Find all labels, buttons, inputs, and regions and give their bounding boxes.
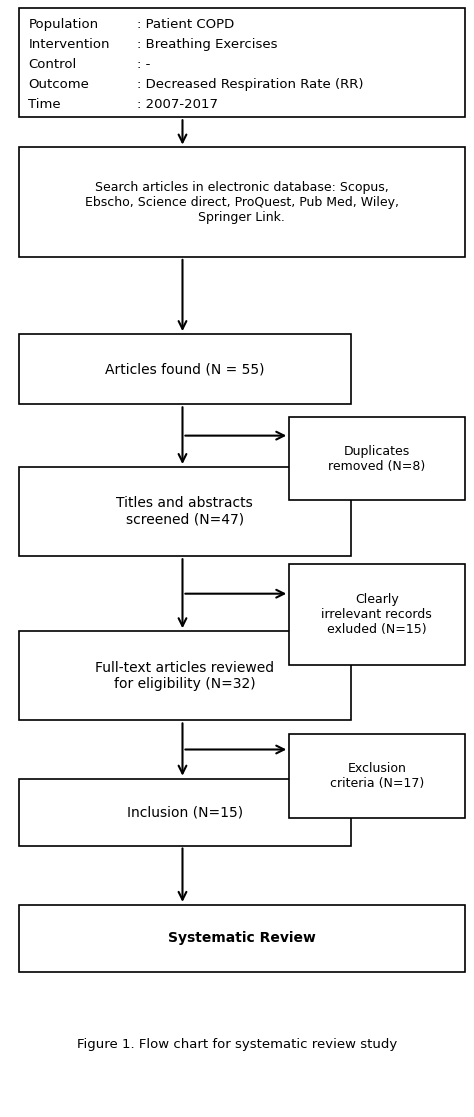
Text: Intervention: Intervention bbox=[28, 38, 110, 51]
Text: Outcome: Outcome bbox=[28, 78, 89, 90]
FancyBboxPatch shape bbox=[19, 779, 351, 846]
FancyBboxPatch shape bbox=[289, 564, 465, 665]
FancyBboxPatch shape bbox=[19, 8, 465, 117]
FancyBboxPatch shape bbox=[19, 631, 351, 720]
Text: Clearly
irrelevant records
exluded (N=15): Clearly irrelevant records exluded (N=15… bbox=[321, 593, 432, 636]
Text: Duplicates
removed (N=8): Duplicates removed (N=8) bbox=[328, 445, 426, 472]
Text: Population: Population bbox=[28, 18, 99, 31]
Text: Articles found (N = 55): Articles found (N = 55) bbox=[105, 362, 264, 376]
Text: Full-text articles reviewed
for eligibility (N=32): Full-text articles reviewed for eligibil… bbox=[95, 660, 274, 691]
Text: Titles and abstracts
screened (N=47): Titles and abstracts screened (N=47) bbox=[117, 496, 253, 527]
Text: Control: Control bbox=[28, 58, 77, 71]
FancyBboxPatch shape bbox=[19, 905, 465, 972]
FancyBboxPatch shape bbox=[19, 147, 465, 257]
FancyBboxPatch shape bbox=[289, 417, 465, 500]
Text: Exclusion
criteria (N=17): Exclusion criteria (N=17) bbox=[330, 762, 424, 790]
Text: : Decreased Respiration Rate (RR): : Decreased Respiration Rate (RR) bbox=[137, 78, 364, 90]
Text: Systematic Review: Systematic Review bbox=[168, 932, 316, 945]
Text: : 2007-2017: : 2007-2017 bbox=[137, 98, 219, 111]
FancyBboxPatch shape bbox=[19, 334, 351, 404]
FancyBboxPatch shape bbox=[19, 467, 351, 556]
Text: Time: Time bbox=[28, 98, 61, 111]
FancyBboxPatch shape bbox=[289, 734, 465, 818]
Text: : Breathing Exercises: : Breathing Exercises bbox=[137, 38, 278, 51]
Text: : Patient COPD: : Patient COPD bbox=[137, 18, 235, 31]
Text: Figure 1. Flow chart for systematic review study: Figure 1. Flow chart for systematic revi… bbox=[77, 1038, 397, 1051]
Text: Search articles in electronic database: Scopus,
Ebscho, Science direct, ProQuest: Search articles in electronic database: … bbox=[85, 181, 399, 223]
Text: : -: : - bbox=[137, 58, 151, 71]
Text: Inclusion (N=15): Inclusion (N=15) bbox=[127, 805, 243, 819]
